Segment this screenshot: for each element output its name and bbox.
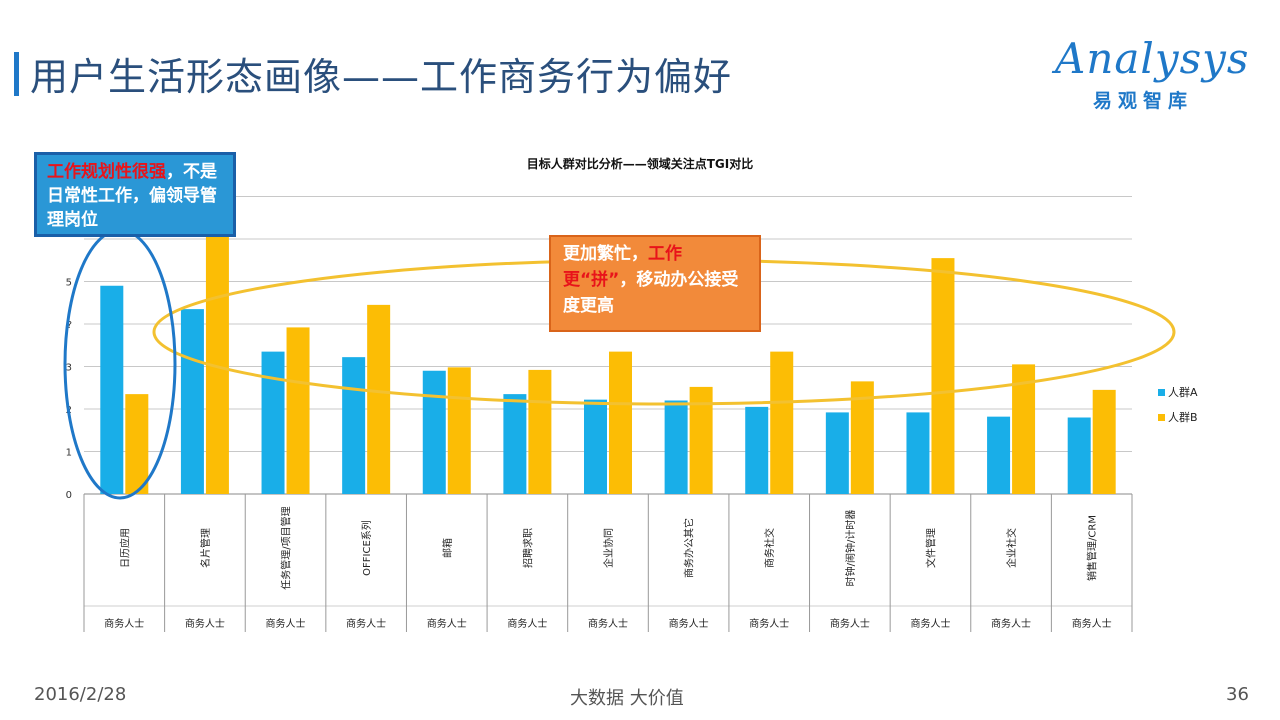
x-category-label: 企业协同 [602, 528, 615, 568]
bar-series-b [447, 367, 471, 494]
x-category-label: 时钟/闹钟/计时器 [844, 510, 857, 587]
x-category-label: 企业社交 [1005, 528, 1018, 568]
x-category-label: 日历应用 [118, 528, 131, 568]
brand-logo: Analysys 易观智库 [1055, 34, 1255, 114]
x-group-label: 商务人士 [669, 617, 709, 630]
x-group-label: 商务人士 [427, 617, 467, 630]
x-category-label: 商务社交 [763, 528, 776, 568]
x-category-label: 商务办公其它 [683, 518, 696, 578]
bar-series-b [367, 304, 391, 494]
bar-series-b [1092, 389, 1116, 494]
bar-series-b [609, 351, 632, 494]
chart-title: 目标人群对比分析——领域关注点TGI对比 [526, 157, 754, 171]
x-group-label: 商务人士 [185, 617, 225, 630]
callout-left-highlight: 工作规划性很强 [47, 162, 166, 182]
callout-work-planning: 工作规划性很强，不是日常性工作，偏领导管理岗位 [34, 152, 236, 237]
x-category-label: 名片管理 [199, 528, 212, 568]
callout-mid-highlight: 工作更“拼” [563, 244, 682, 290]
bar-series-b [931, 258, 955, 494]
x-category-label: 文件管理 [924, 528, 937, 568]
bar-series-a [987, 416, 1011, 494]
x-category-label: 任务管理/项目管理 [280, 506, 293, 589]
footer-slogan: 大数据 大价值 [570, 688, 684, 709]
bar-series-a [906, 412, 930, 494]
x-group-label: 商务人士 [507, 617, 547, 630]
bar-series-b [125, 394, 149, 494]
x-group-label: 商务人士 [266, 617, 306, 630]
legend-label: 人群B [1168, 410, 1198, 424]
x-group-label: 商务人士 [346, 617, 386, 630]
bar-series-a [100, 285, 124, 494]
bar-series-b [528, 369, 552, 494]
footer-page-number: 36 [1226, 684, 1249, 705]
bar-series-b [286, 327, 310, 494]
bar-series-b [1012, 364, 1036, 494]
x-group-label: 商务人士 [588, 617, 628, 630]
callout-mid-text-1: 更加繁忙， [563, 244, 648, 264]
bar-series-a [745, 406, 769, 494]
bar-series-a [422, 370, 446, 494]
bar-series-a [261, 351, 285, 494]
legend-swatch [1158, 414, 1165, 421]
bar-series-a [503, 394, 527, 494]
y-tick-label: 1 [66, 448, 72, 459]
bar-series-a [342, 357, 366, 494]
bar-series-b [689, 386, 713, 494]
bar-series-a [584, 399, 607, 494]
bar-series-a [1067, 417, 1091, 494]
bar-series-b [850, 381, 874, 494]
callout-left-text: ，不是日常性工作，偏领导管理岗位 [47, 162, 217, 230]
x-category-label: OFFICE系列 [360, 520, 373, 576]
x-category-label: 邮箱 [441, 538, 454, 558]
x-group-label: 商务人士 [910, 617, 950, 630]
callout-mid-text-2: ，移动办公接受度更高 [563, 270, 739, 316]
x-group-label: 商务人士 [991, 617, 1031, 630]
legend-swatch [1158, 389, 1165, 396]
bar-series-a [664, 400, 688, 494]
x-group-label: 商务人士 [1072, 617, 1112, 630]
x-group-label: 商务人士 [749, 617, 789, 630]
logo-wordmark: Analysys [1055, 34, 1250, 83]
x-group-label: 商务人士 [830, 617, 870, 630]
page-title: 用户生活形态画像——工作商务行为偏好 [30, 55, 733, 99]
bar-series-b [770, 351, 794, 494]
y-tick-label: 3 [66, 363, 72, 374]
logo-subtitle: 易观智库 [1093, 90, 1194, 112]
x-category-label: 招聘求职 [521, 528, 534, 568]
legend-label: 人群A [1168, 385, 1198, 399]
y-tick-label: 5 [66, 278, 72, 289]
y-tick-label: ? [67, 320, 72, 331]
x-group-label: 商务人士 [104, 617, 144, 630]
title-accent-bar [14, 52, 19, 96]
bar-series-a [180, 309, 204, 494]
bar-series-a [825, 412, 849, 494]
callout-busier: 更加繁忙，工作更“拼”，移动办公接受度更高 [549, 235, 761, 332]
x-category-label: 销售管理/CRM [1086, 515, 1099, 581]
footer-date: 2016/2/28 [34, 684, 127, 705]
y-tick-label: 0 [66, 490, 72, 501]
